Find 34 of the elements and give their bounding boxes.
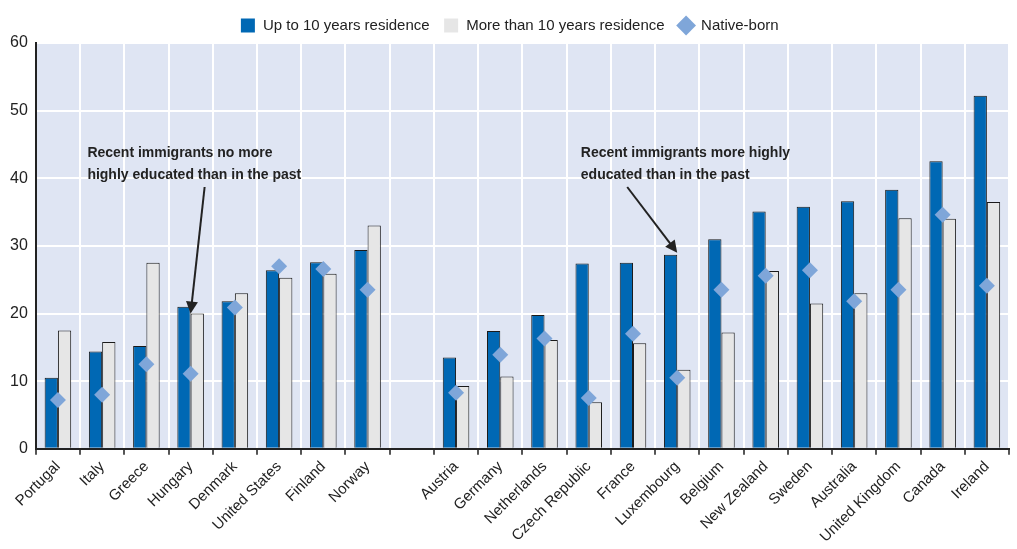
y-tick-label: 20	[10, 303, 28, 321]
point	[801, 262, 818, 279]
y-tick-label: 40	[10, 168, 28, 186]
point	[226, 299, 243, 316]
point	[846, 293, 863, 310]
legend-label: Up to 10 years residence	[262, 15, 430, 33]
point	[669, 369, 686, 386]
point	[492, 346, 509, 363]
point	[536, 330, 553, 347]
point	[757, 267, 774, 284]
point	[182, 365, 199, 382]
legend-label: Native-born	[701, 15, 779, 33]
y-tick-label: 50	[10, 101, 28, 119]
point	[890, 281, 907, 298]
point	[49, 392, 66, 409]
point	[138, 356, 155, 373]
point	[580, 390, 597, 407]
y-tick-label: 0	[18, 439, 28, 457]
point	[934, 206, 951, 223]
point	[978, 277, 995, 294]
legend-label: More than 10 years residence	[466, 15, 665, 33]
point	[94, 386, 111, 403]
y-tick-label: 30	[10, 236, 28, 254]
point	[315, 260, 332, 277]
annotation: Recent immigrants more highly educated than in the past	[580, 144, 791, 182]
point	[359, 281, 376, 298]
point	[624, 325, 641, 342]
point	[713, 281, 730, 298]
annotation: Recent immigrants no more highly educated than in the past	[87, 144, 302, 182]
y-tick-label: 10	[10, 371, 28, 389]
y-tick-label: 60	[10, 33, 28, 51]
x-tick-label: Italy	[75, 456, 108, 489]
point	[271, 258, 288, 275]
point	[448, 384, 465, 401]
